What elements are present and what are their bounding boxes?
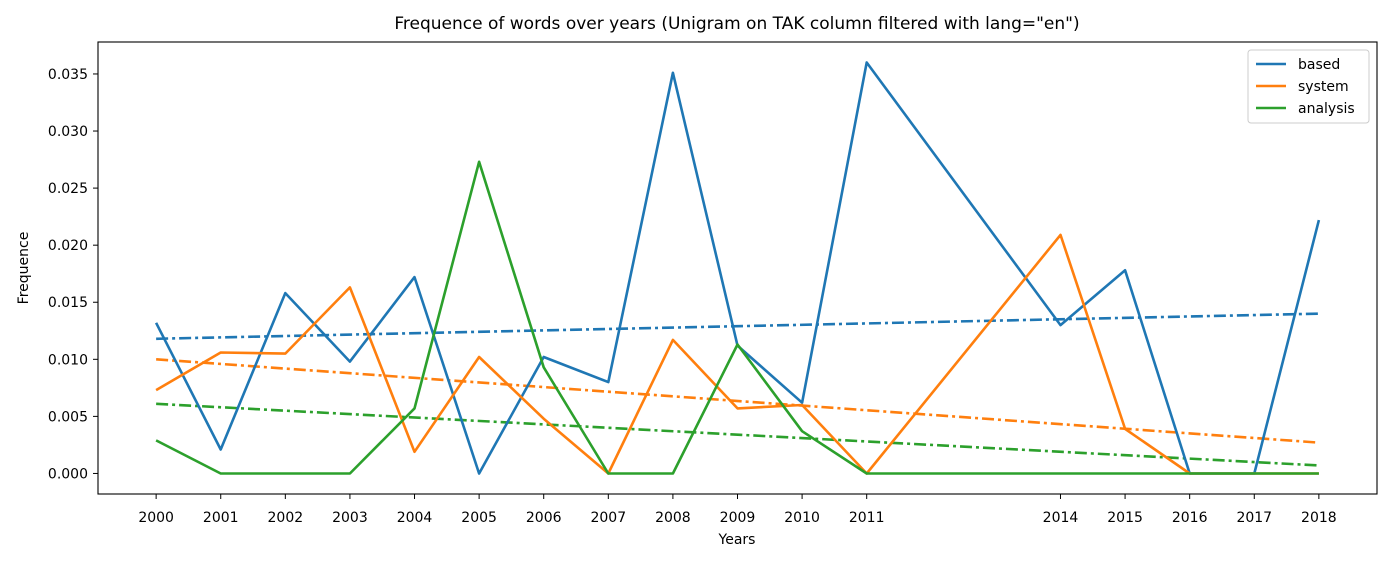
x-tick-label: 2006: [526, 510, 562, 526]
legend-label-analysis: analysis: [1298, 101, 1355, 117]
x-tick-label: 2004: [397, 510, 433, 526]
y-tick-label: 0.030: [48, 124, 88, 140]
x-tick-label: 2018: [1301, 510, 1337, 526]
plot-area: [98, 42, 1377, 494]
y-tick-label: 0.005: [48, 409, 88, 425]
x-tick-label: 2010: [784, 510, 820, 526]
trend-line-analysis: [156, 402, 1319, 467]
y-tick-label: 0.035: [48, 67, 88, 83]
x-tick-label: 2007: [590, 510, 626, 526]
x-tick-label: 2016: [1172, 510, 1208, 526]
series-line-system: [155, 233, 1319, 475]
x-tick-label: 2002: [268, 510, 304, 526]
y-tick-label: 0.020: [48, 238, 88, 254]
x-tick-label: 2003: [332, 510, 368, 526]
x-tick-label: 2011: [849, 510, 885, 526]
series-line-analysis: [155, 160, 1319, 475]
x-tick-label: 2000: [138, 510, 174, 526]
y-tick-label: 0.000: [48, 466, 88, 482]
chart-title: Frequence of words over years (Unigram o…: [394, 14, 1079, 34]
series-lines: [154, 61, 1321, 475]
x-tick-label: 2005: [461, 510, 497, 526]
y-tick-label: 0.025: [48, 181, 88, 197]
y-axis-title: Frequence: [16, 232, 32, 305]
x-axis-title: Years: [718, 532, 756, 548]
y-tick-label: 0.010: [48, 352, 88, 368]
x-tick-label: 2008: [655, 510, 691, 526]
trend-line-based: [156, 312, 1319, 341]
series-line-based: [154, 61, 1321, 475]
x-tick-label: 2017: [1236, 510, 1272, 526]
x-axis: 2000 2001 2002 2003 2004 2005 2006 2007 2008 2009…: [138, 494, 1337, 526]
y-axis: 0.000 0.005 0.010 0.015 0.020 0.025 0.030 0.035: [48, 67, 98, 482]
legend-box: [1247, 49, 1370, 124]
x-tick-label: 2001: [203, 510, 239, 526]
legend-label-system: system: [1298, 79, 1349, 95]
x-tick-label: 2015: [1107, 510, 1143, 526]
legend: based system analysis: [1247, 49, 1370, 124]
x-tick-label: 2009: [720, 510, 756, 526]
x-tick-label: 2014: [1043, 510, 1079, 526]
legend-label-based: based: [1298, 57, 1340, 73]
y-tick-label: 0.015: [48, 295, 88, 311]
